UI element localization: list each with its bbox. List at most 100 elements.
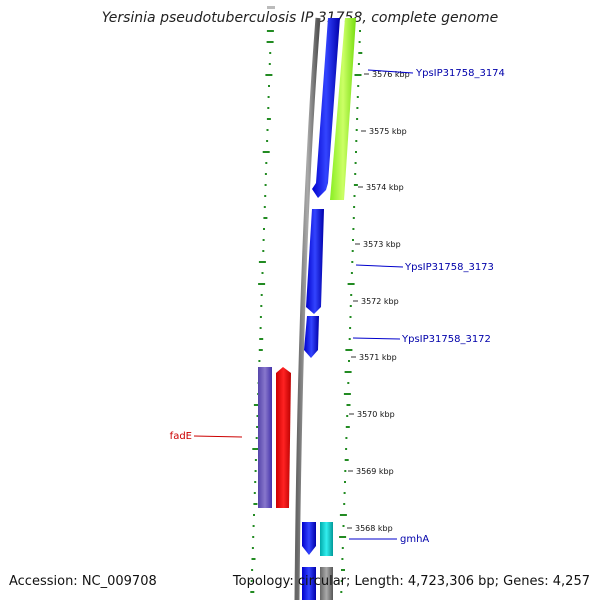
ruler-tick-label: 3568 kbp [355, 524, 393, 533]
leader-line [367, 69, 414, 74]
ruler-tick-label: 3569 kbp [356, 467, 394, 476]
gc-dot [262, 239, 265, 241]
gc-dot [265, 74, 273, 76]
gc-dot [354, 162, 357, 164]
gc-dot [355, 151, 357, 153]
gene-label-gmha[interactable]: gmhA [400, 534, 429, 545]
gc-dot [356, 96, 359, 98]
gene-label-ypsip31758-3173[interactable]: YpsIP31758_3173 [404, 262, 494, 273]
gc-dot [357, 63, 360, 65]
gc-dot [266, 30, 274, 32]
gc-dot [262, 151, 270, 153]
gc-dot [251, 558, 256, 560]
gene-green-track[interactable] [330, 18, 356, 200]
gc-dot [344, 371, 352, 373]
gene-ypsip31758-3172[interactable] [304, 316, 319, 358]
gc-dot [345, 437, 348, 439]
genome-backbone [294, 17, 321, 600]
gc-dot [266, 41, 274, 43]
gc-dot [353, 206, 356, 208]
gc-dot [267, 96, 270, 98]
ruler-tick-label: 3572 kbp [361, 297, 399, 306]
gc-dot [358, 41, 361, 43]
ruler-tick-label: 3573 kbp [363, 240, 401, 249]
gc-dot [345, 426, 350, 428]
gc-dot [352, 228, 355, 230]
gc-dot [352, 239, 354, 241]
gc-dot [260, 294, 263, 296]
gc-dot [250, 591, 255, 593]
gene-ypsip31758-3173[interactable] [306, 209, 324, 314]
leader-line [193, 435, 243, 438]
gc-dot [267, 107, 270, 109]
gc-dot [344, 459, 349, 461]
gc-dot [343, 492, 346, 494]
gc-dot [258, 261, 266, 263]
gc-dot [343, 393, 351, 395]
gene-ypsip31758-3174[interactable] [312, 18, 340, 198]
gc-dot [255, 437, 258, 439]
gc-dot [354, 173, 357, 175]
gc-dot [263, 228, 265, 230]
gc-dot [265, 162, 268, 164]
gc-dot [340, 580, 343, 582]
gc-dot [359, 30, 361, 32]
gc-dot [352, 217, 355, 219]
gc-track-left [250, 30, 274, 593]
gc-dot [346, 404, 351, 406]
gc-dot [345, 448, 348, 450]
gc-dot [341, 569, 345, 571]
gene-grey-bottom[interactable] [320, 567, 333, 600]
gc-dot [263, 206, 266, 208]
gene-fade[interactable] [276, 367, 291, 508]
gc-dot [253, 514, 255, 516]
gene-blue-bottom[interactable] [302, 522, 316, 555]
gc-dot [261, 272, 264, 274]
gc-dot [253, 503, 258, 505]
gc-dot [264, 184, 267, 186]
gene-label-ypsip31758-3174[interactable]: YpsIP31758_3174 [415, 68, 505, 79]
gene-label-ypsip31758-3172[interactable]: YpsIP31758_3172 [401, 334, 491, 345]
gc-dot [348, 360, 350, 362]
gene-gmha[interactable] [320, 522, 333, 556]
gc-dot [339, 536, 347, 538]
gc-dot [351, 250, 354, 252]
gc-dot [353, 195, 356, 197]
gc-dot [266, 140, 269, 142]
gc-dot [253, 492, 256, 494]
gc-dot [253, 404, 261, 406]
gc-dot [256, 415, 259, 417]
gc-dot [354, 74, 362, 76]
leader-line [355, 264, 404, 268]
gc-dot [251, 547, 254, 549]
gc-dot [262, 250, 265, 252]
ruler-tick-label: 3570 kbp [357, 410, 395, 419]
gc-dot [340, 591, 343, 593]
gc-dot [356, 118, 359, 120]
gc-dot [349, 327, 352, 329]
gc-dot [349, 305, 352, 307]
gc-dot [260, 305, 263, 307]
gc-dot [252, 448, 260, 450]
gene-blue-bottom-2[interactable] [302, 567, 316, 600]
gc-dot [252, 525, 255, 527]
gc-dot [348, 338, 351, 340]
gc-dot [266, 118, 271, 120]
gene-purple-block[interactable] [258, 367, 272, 508]
gc-dot [268, 85, 270, 87]
gene-label-fade[interactable]: fadE [170, 431, 192, 442]
gc-dot [254, 481, 257, 483]
gc-dot [258, 283, 266, 285]
gc-dot [358, 52, 363, 54]
map-title: Yersinia pseudotuberculosis IP 31758, co… [101, 10, 499, 26]
gc-dot [341, 558, 344, 560]
ruler-tick-label: 3574 kbp [366, 183, 404, 192]
gc-dot [258, 360, 261, 362]
gc-dot [258, 349, 263, 351]
accession-text: Accession: NC_009708 [9, 574, 157, 589]
gc-dot [347, 283, 355, 285]
gc-dot [264, 195, 267, 197]
gc-dot [350, 272, 353, 274]
gc-dot [351, 261, 354, 263]
